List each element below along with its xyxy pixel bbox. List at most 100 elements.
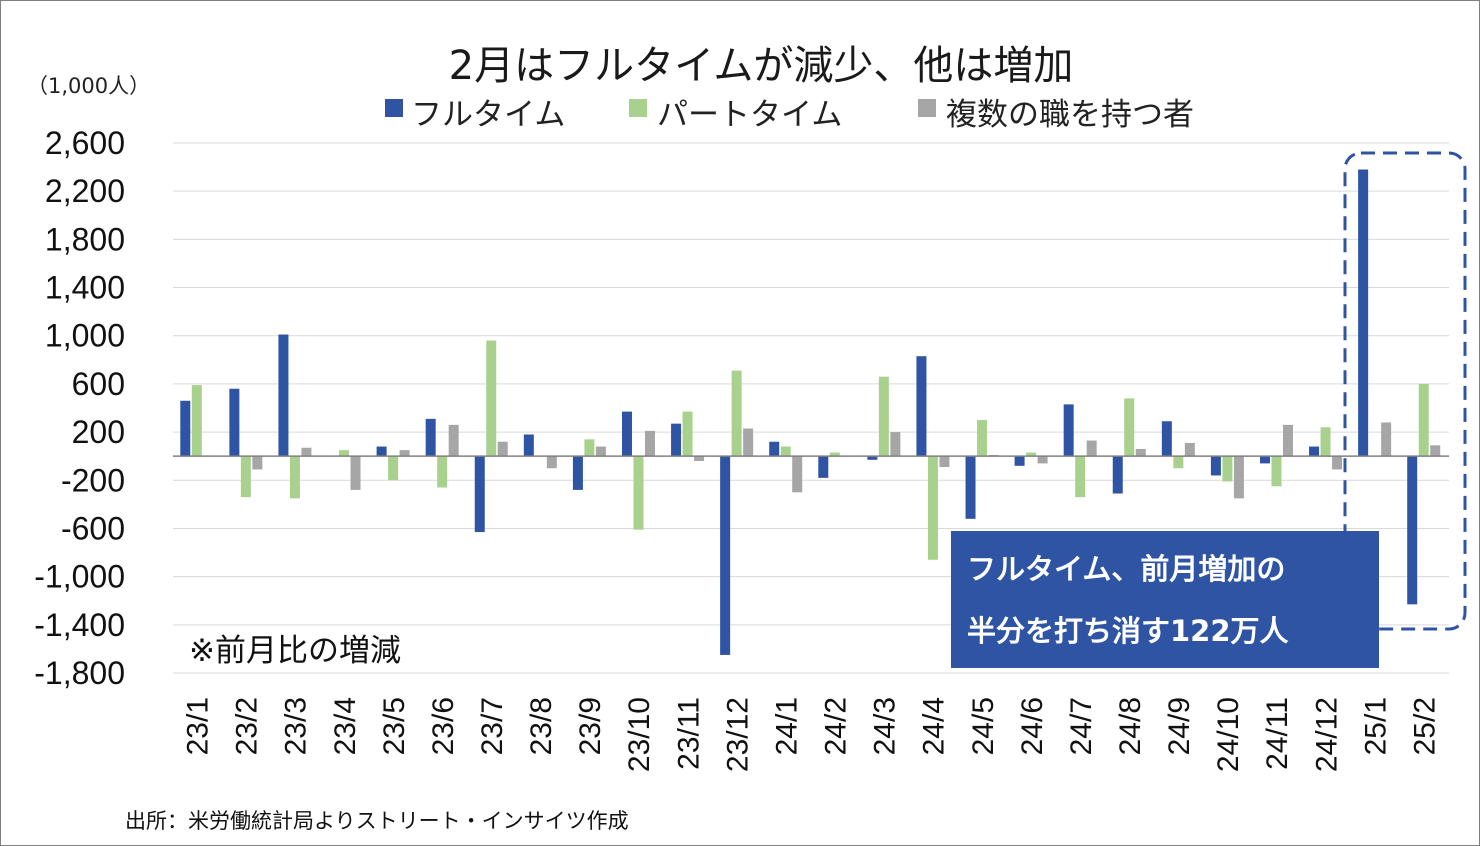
bar-multiple-jobs-24-12 [1332, 456, 1343, 470]
y-tick-label: -1,800 [34, 655, 125, 691]
highlight-box [1343, 151, 1467, 631]
bar-multiple-jobs-24-1 [792, 456, 803, 493]
x-tick-label: 24/5 [967, 697, 1000, 755]
y-tick-label: 600 [72, 366, 125, 402]
bar-full-time-24-9 [1161, 421, 1172, 457]
bar-part-time-24-7 [1075, 456, 1086, 498]
bar-full-time-24-8 [1112, 456, 1123, 494]
bar-part-time-23-11 [682, 411, 693, 457]
x-tick-label: 23/12 [721, 697, 754, 772]
bar-part-time-24-9 [1173, 456, 1184, 469]
bar-full-time-23-8 [523, 434, 534, 457]
bar-multiple-jobs-23-11 [694, 456, 705, 461]
x-tick-label: 23/4 [329, 697, 362, 755]
bar-full-time-24-6 [1014, 456, 1025, 466]
x-tick-label: 25/1 [1359, 697, 1392, 755]
legend-swatch-full-time [385, 99, 403, 117]
x-tick-label: 23/9 [574, 697, 607, 755]
callout: フルタイム、前月増加の 半分を打ち消す122万人 [951, 531, 1379, 668]
bar-full-time-24-10 [1210, 456, 1221, 476]
bar-multiple-jobs-23-5 [399, 450, 410, 457]
x-tick-label: 23/6 [427, 697, 460, 755]
legend-label-part-time: パートタイム [657, 97, 842, 133]
x-tick-label: 23/1 [182, 697, 215, 755]
bar-part-time-23-1 [191, 385, 202, 457]
legend-label-multiple-jobs: 複数の職を持つ者 [946, 97, 1194, 133]
bar-full-time-24-2 [818, 456, 829, 478]
bar-full-time-23-3 [278, 334, 289, 457]
x-tick-label: 23/8 [525, 697, 558, 755]
y-tick-label: 1,000 [45, 318, 125, 354]
bar-part-time-24-12 [1320, 427, 1331, 457]
bar-multiple-jobs-23-9 [595, 446, 606, 457]
bar-multiple-jobs-23-10 [644, 430, 655, 457]
x-tick-label: 23/3 [280, 697, 313, 755]
bar-part-time-23-5 [388, 456, 399, 481]
x-tick-label: 24/8 [1114, 697, 1147, 755]
bar-part-time-23-2 [240, 456, 251, 498]
bar-multiple-jobs-24-11 [1282, 424, 1293, 457]
bar-part-time-24-6 [1026, 452, 1037, 457]
y-tick-label: 2,200 [45, 173, 125, 209]
legend-label-full-time: フルタイム [411, 97, 565, 133]
bar-full-time-24-11 [1259, 456, 1270, 464]
y-tick-label: 1,800 [45, 221, 125, 257]
unit-label: （1,000人） [27, 74, 150, 98]
bar-part-time-24-2 [829, 452, 840, 457]
bar-full-time-23-2 [229, 388, 240, 457]
bar-part-time-24-10 [1222, 456, 1233, 482]
callout-line-1: フルタイム、前月増加の [967, 552, 1285, 586]
bar-part-time-23-10 [633, 456, 644, 530]
bar-full-time-24-4 [916, 356, 927, 457]
x-tick-label: 24/6 [1016, 697, 1049, 755]
bar-full-time-24-1 [769, 441, 780, 457]
x-tick-label: 23/11 [672, 697, 705, 770]
bar-full-time-23-10 [621, 411, 632, 457]
y-tick-label: -1,000 [34, 559, 125, 595]
bar-full-time-24-7 [1063, 404, 1074, 457]
bar-part-time-24-4 [927, 456, 938, 560]
bar-full-time-23-9 [572, 456, 583, 490]
x-tick-label: 23/10 [623, 697, 656, 772]
bar-multiple-jobs-23-3 [301, 447, 312, 457]
bar-part-time-23-7 [486, 340, 497, 457]
x-tick-label: 24/3 [869, 697, 902, 755]
legend-swatch-multiple-jobs [918, 99, 936, 117]
source-text: 出所：米労働統計局よりストリート・インサイツ作成 [125, 809, 629, 833]
bar-part-time-23-9 [584, 439, 595, 457]
x-tick-label: 23/2 [231, 697, 264, 755]
bar-multiple-jobs-23-2 [252, 456, 263, 470]
bar-multiple-jobs-24-9 [1184, 442, 1195, 457]
bar-multiple-jobs-25-1 [1381, 422, 1392, 457]
x-tick-label: 24/10 [1212, 697, 1245, 772]
x-tick-label: 23/5 [378, 697, 411, 755]
y-tick-label: 2,600 [45, 125, 125, 161]
bars [180, 169, 1441, 655]
bar-multiple-jobs-24-3 [890, 432, 901, 457]
bar-full-time-23-6 [425, 418, 436, 457]
bar-part-time-23-12 [731, 370, 742, 457]
x-tick-label: 24/12 [1310, 697, 1343, 772]
bar-multiple-jobs-24-8 [1135, 448, 1146, 457]
bar-part-time-23-4 [339, 450, 350, 457]
bar-part-time-24-5 [977, 420, 988, 457]
bar-multiple-jobs-24-4 [939, 456, 950, 468]
bar-part-time-23-6 [437, 456, 448, 488]
bar-multiple-jobs-23-8 [546, 456, 557, 469]
x-axis: 23/1 23/2 23/3 23/4 23/5 23/6 23/7 23/8 23/9 23/1… [182, 697, 1442, 772]
bar-full-time-23-1 [180, 400, 191, 457]
callout-box [951, 531, 1379, 668]
bar-full-time-25-1 [1358, 169, 1369, 457]
x-tick-label: 24/4 [918, 697, 951, 755]
x-tick-label: 24/7 [1065, 697, 1098, 755]
bar-multiple-jobs-24-10 [1233, 456, 1244, 499]
bar-multiple-jobs-23-6 [448, 424, 459, 457]
bar-part-time-24-3 [878, 376, 889, 457]
bar-full-time-23-5 [376, 446, 387, 457]
x-tick-label: 24/1 [770, 697, 803, 755]
bar-part-time-25-2 [1418, 383, 1429, 457]
bar-part-time-24-1 [780, 446, 791, 457]
legend: フルタイム パートタイム 複数の職を持つ者 [385, 97, 1194, 133]
